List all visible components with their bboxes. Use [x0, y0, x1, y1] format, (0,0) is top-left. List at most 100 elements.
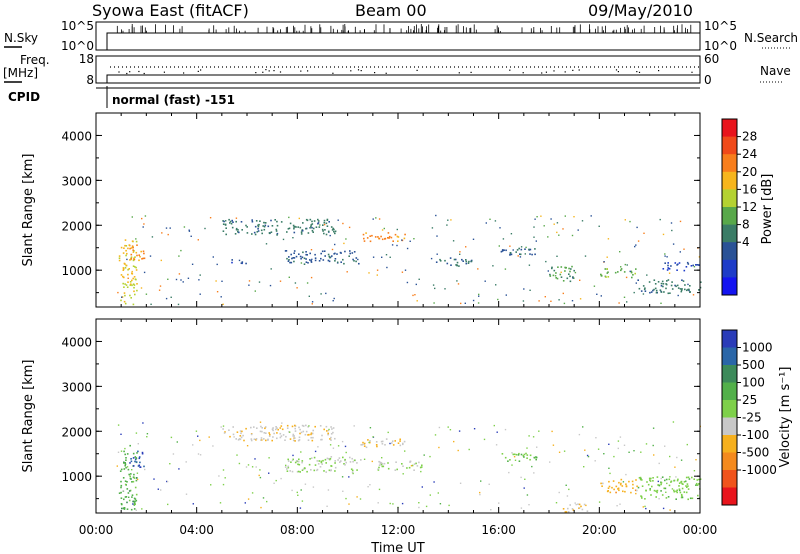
echo-cell	[300, 489, 302, 491]
echo-cell	[533, 226, 535, 228]
echo-cell	[562, 292, 564, 295]
echo-cell	[520, 507, 523, 509]
echo-cell	[654, 287, 657, 290]
echo-cell	[525, 452, 527, 455]
echo-cell	[134, 503, 136, 505]
echo-cell	[683, 481, 686, 483]
echo-cell	[544, 296, 546, 298]
echo-cell	[293, 435, 295, 437]
echo-cell	[332, 300, 334, 302]
echo-cell	[279, 280, 282, 282]
echo-cell	[275, 479, 277, 482]
echo-cell	[182, 281, 184, 283]
echo-cell	[245, 427, 247, 430]
echo-cell	[366, 237, 369, 239]
echo-cell	[658, 498, 660, 500]
echo-cell	[291, 425, 294, 428]
echo-cell	[670, 284, 673, 287]
x-axis-label: Time UT	[370, 541, 424, 554]
nsearch-tick-top: 10^5	[704, 19, 737, 33]
freq-label-line1: Freq.	[20, 53, 50, 67]
echo-cell	[384, 444, 386, 446]
echo-cell	[280, 425, 283, 427]
echo-cell	[698, 289, 700, 291]
echo-cell	[311, 226, 313, 229]
cpid-value: normal (fast) -151	[112, 93, 235, 107]
echo-cell	[406, 247, 409, 250]
echo-cell	[314, 259, 317, 262]
echo-cell	[329, 469, 332, 472]
echo-cell	[628, 480, 630, 483]
nave-dip	[636, 71, 638, 73]
echo-cell	[120, 468, 123, 471]
echo-cell	[132, 303, 135, 306]
nave-dip	[357, 69, 360, 71]
echo-cell	[667, 267, 669, 269]
echo-cell	[126, 466, 129, 468]
echo-cell	[665, 478, 668, 481]
echo-cell	[260, 229, 263, 232]
echo-cell	[608, 467, 610, 469]
echo-cell	[683, 269, 686, 272]
echo-cell	[212, 256, 214, 258]
echo-cell	[675, 285, 677, 288]
echo-cell	[293, 231, 296, 234]
echo-cell	[308, 425, 310, 427]
echo-cell	[598, 501, 601, 503]
echo-cell	[301, 460, 304, 462]
echo-cell	[329, 457, 332, 460]
echo-cell	[468, 448, 470, 451]
echo-cell	[643, 232, 645, 234]
echo-cell	[317, 463, 320, 465]
echo-cell	[391, 442, 393, 444]
echo-cell	[435, 214, 437, 217]
echo-cell	[413, 463, 416, 465]
echo-cell	[632, 483, 634, 486]
echo-cell	[222, 303, 224, 305]
echo-cell	[123, 276, 125, 279]
echo-cell	[198, 279, 200, 281]
echo-cell	[363, 442, 366, 445]
time-tick-label: 20:00	[582, 523, 617, 537]
echo-cell	[344, 250, 346, 253]
echo-cell	[330, 226, 333, 228]
echo-cell	[248, 284, 250, 286]
echo-cell	[262, 497, 265, 499]
echo-cell	[507, 460, 509, 462]
echo-cell	[129, 259, 131, 261]
echo-cell	[523, 456, 525, 458]
echo-cell	[396, 235, 399, 238]
echo-cell	[633, 291, 635, 294]
echo-cell	[670, 265, 672, 267]
echo-cell	[293, 250, 296, 252]
echo-cell	[415, 462, 417, 465]
echo-cell	[269, 433, 271, 436]
echo-cell	[402, 473, 404, 475]
echo-cell	[509, 459, 511, 461]
echo-cell	[571, 265, 573, 268]
echo-cell	[139, 461, 141, 464]
echo-cell	[351, 457, 353, 460]
echo-cell	[133, 286, 135, 289]
echo-cell	[316, 468, 319, 471]
echo-cell	[276, 427, 278, 429]
echo-cell	[552, 444, 555, 446]
echo-cell	[246, 445, 249, 447]
echo-cell	[503, 249, 505, 251]
echo-cell	[231, 261, 233, 264]
echo-cell	[517, 255, 519, 257]
echo-cell	[136, 452, 138, 454]
echo-cell	[389, 256, 391, 258]
echo-cell	[239, 430, 242, 432]
echo-cell	[645, 489, 647, 492]
echo-cell	[577, 229, 579, 231]
echo-cell	[352, 460, 354, 463]
echo-cell	[134, 486, 137, 489]
echo-cell	[351, 469, 354, 472]
echo-cell	[326, 457, 329, 460]
echo-cell	[245, 224, 247, 227]
echo-cell	[132, 259, 135, 262]
echo-cell	[641, 479, 643, 481]
echo-cell	[222, 469, 225, 471]
echo-cell	[617, 488, 619, 490]
